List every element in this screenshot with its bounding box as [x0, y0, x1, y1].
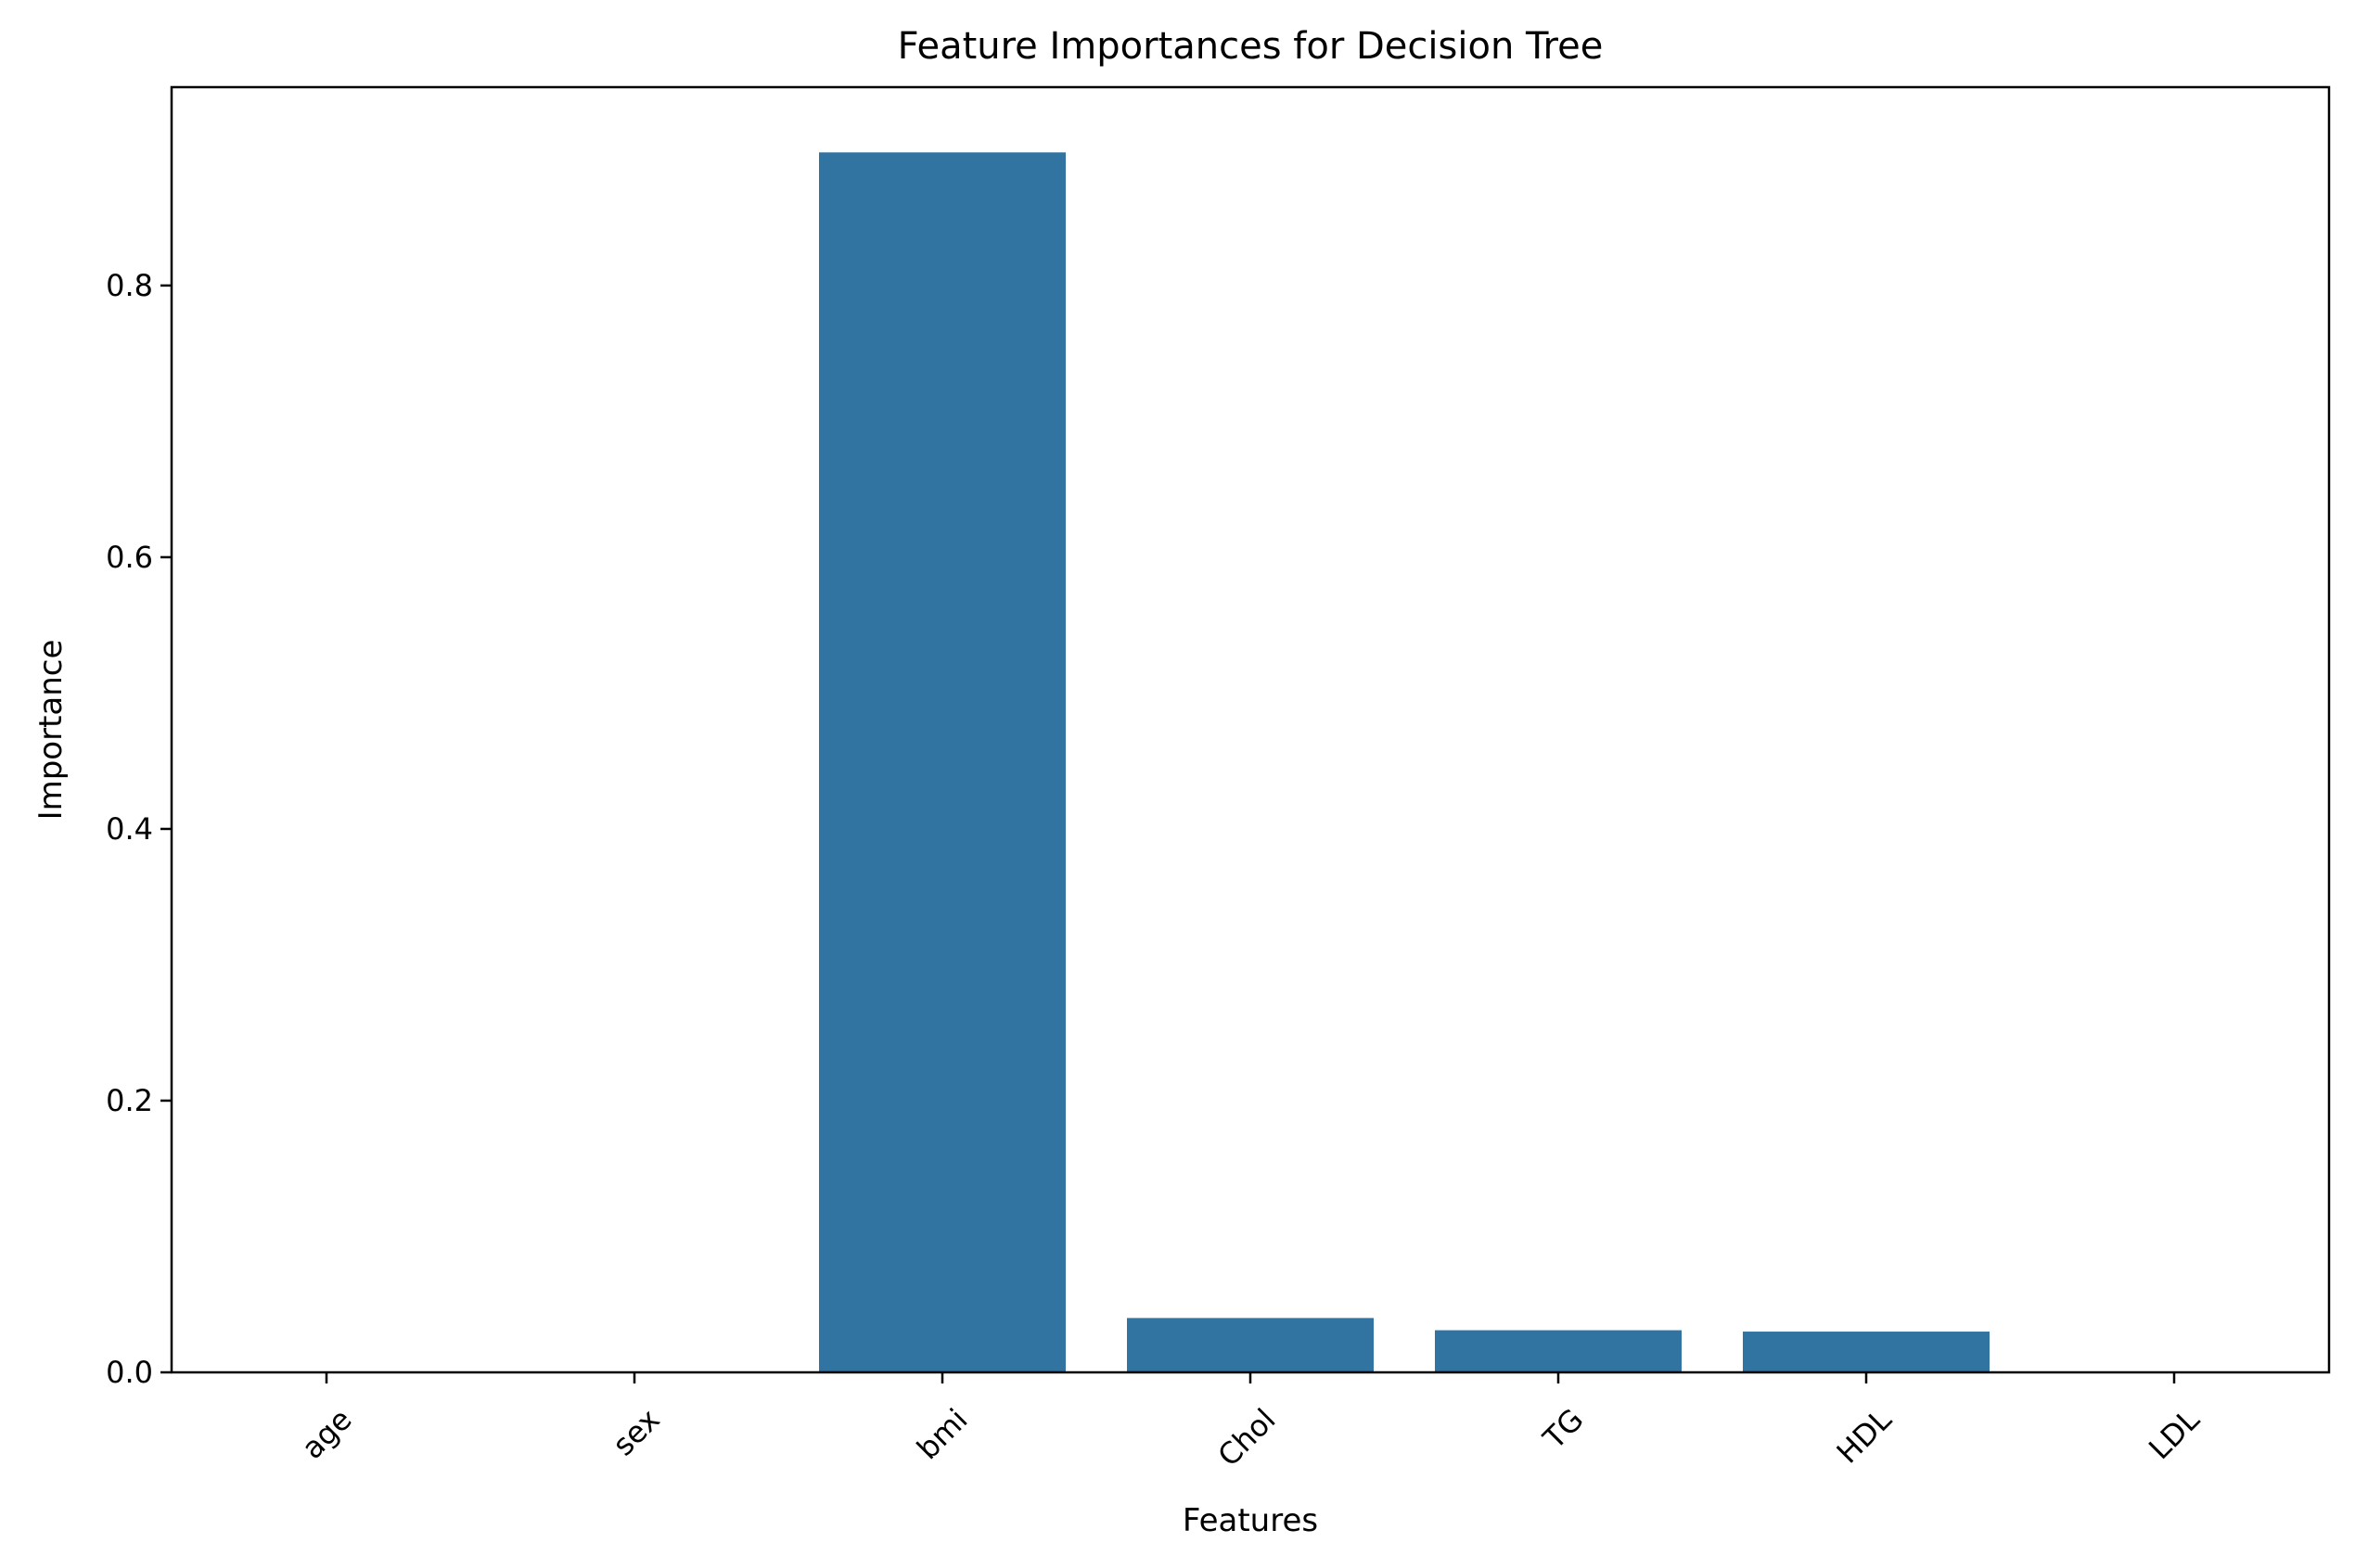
x-axis-label: Features — [1183, 1502, 1318, 1539]
y-axis-label: Importance — [32, 640, 70, 821]
bar-tg — [1435, 1330, 1682, 1372]
y-tick-label-1: 0.2 — [106, 1083, 153, 1118]
x-tick-label-ldl: LDL — [2142, 1402, 2207, 1467]
bar-hdl — [1743, 1332, 1990, 1372]
y-tick-label-3: 0.6 — [106, 540, 153, 575]
x-tick-label-sex: sex — [606, 1402, 667, 1463]
bar-chol — [1127, 1318, 1374, 1372]
y-tick-label-0: 0.0 — [106, 1355, 153, 1390]
plot-frame — [170, 85, 2331, 1374]
x-tick-label-age: age — [295, 1402, 359, 1466]
bar-bmi — [819, 152, 1066, 1373]
y-tick-label-4: 0.8 — [106, 268, 153, 303]
x-tick-label-chol: Chol — [1210, 1402, 1282, 1473]
y-axis: 0.0 0.2 0.4 0.6 0.8 — [106, 268, 172, 1390]
x-tick-label-tg: TG — [1536, 1402, 1591, 1457]
x-tick-label-hdl: HDL — [1830, 1402, 1899, 1471]
y-tick-label-2: 0.4 — [106, 811, 153, 847]
x-axis: age sex bmi Chol TG HDL LDL — [295, 1372, 2207, 1473]
chart-title: Feature Importances for Decision Tree — [898, 25, 1604, 68]
x-tick-label-bmi: bmi — [910, 1402, 975, 1467]
bars-group — [819, 152, 1990, 1373]
